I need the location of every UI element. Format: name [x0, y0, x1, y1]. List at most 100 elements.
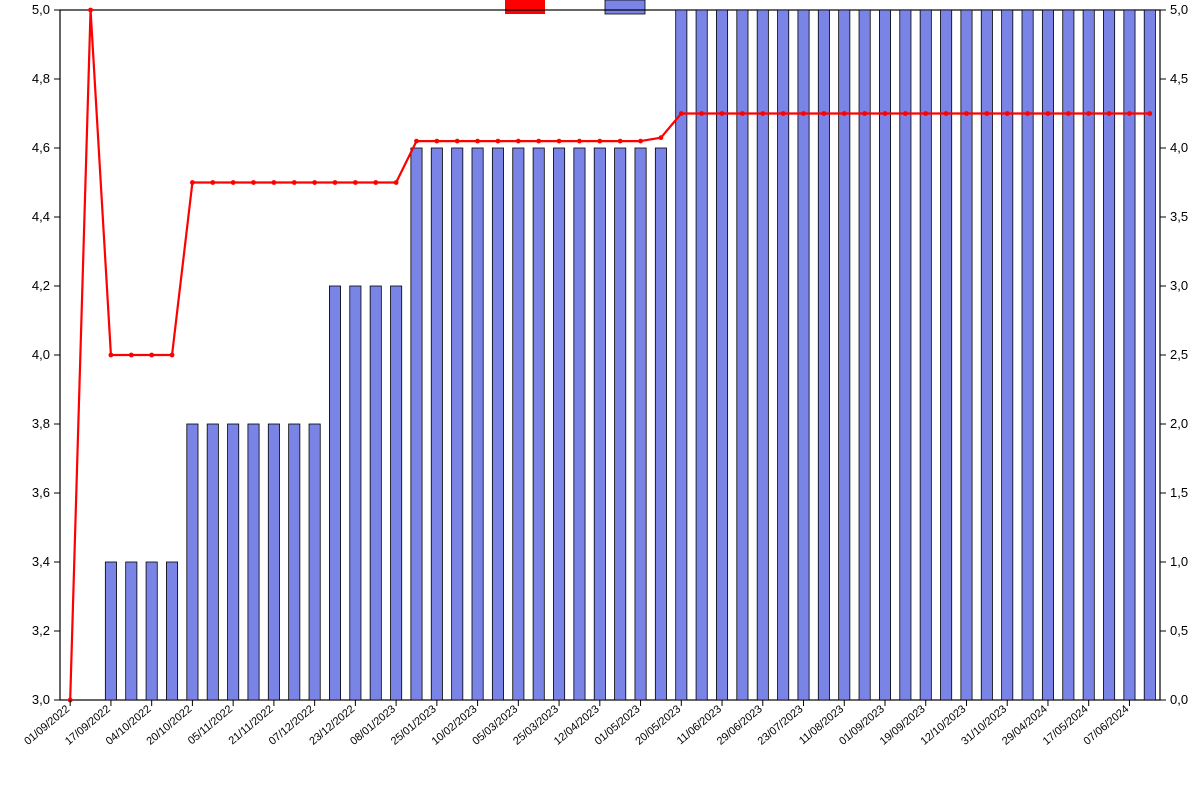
line-marker: [720, 111, 725, 116]
bar: [533, 148, 544, 700]
line-marker: [414, 139, 419, 144]
line-marker: [618, 139, 623, 144]
bar: [472, 148, 483, 700]
bar: [187, 424, 198, 700]
right-tick-label: 3,5: [1170, 209, 1188, 224]
line-marker: [984, 111, 989, 116]
line-marker: [190, 180, 195, 185]
line-marker: [801, 111, 806, 116]
chart-container: 3,0 3,2 3,4 3,6 3,8 4,0 4,2 4,4 4,6 4,8 5,0 0,0 0,5 1…: [0, 0, 1200, 800]
line-marker: [557, 139, 562, 144]
line-marker: [1107, 111, 1112, 116]
line-marker: [292, 180, 297, 185]
line-marker: [842, 111, 847, 116]
line-marker: [496, 139, 501, 144]
line-marker: [923, 111, 928, 116]
line-marker: [434, 139, 439, 144]
bar: [289, 424, 300, 700]
line-marker: [129, 353, 134, 358]
line-marker: [109, 353, 114, 358]
left-tick-label: 5,0: [32, 2, 50, 17]
line-marker: [394, 180, 399, 185]
line-marker: [353, 180, 358, 185]
line-marker: [516, 139, 521, 144]
line-marker: [271, 180, 276, 185]
legend-line-swatch: [505, 0, 545, 14]
line-marker: [597, 139, 602, 144]
line-marker: [1005, 111, 1010, 116]
line-marker: [1046, 111, 1051, 116]
left-tick-label: 4,8: [32, 71, 50, 86]
right-tick-label: 2,5: [1170, 347, 1188, 362]
bar: [594, 148, 605, 700]
line-marker: [862, 111, 867, 116]
left-tick-label: 3,0: [32, 692, 50, 707]
line-marker: [231, 180, 236, 185]
bar: [105, 562, 116, 700]
bar: [411, 148, 422, 700]
right-tick-label: 1,5: [1170, 485, 1188, 500]
bar: [370, 286, 381, 700]
bar: [146, 562, 157, 700]
left-tick-label: 3,8: [32, 416, 50, 431]
line-marker: [88, 8, 93, 13]
bar: [615, 148, 626, 700]
left-tick-label: 3,2: [32, 623, 50, 638]
bar: [492, 148, 503, 700]
bar: [553, 148, 564, 700]
line-marker: [455, 139, 460, 144]
line-marker: [781, 111, 786, 116]
bar: [166, 562, 177, 700]
line-marker: [679, 111, 684, 116]
combo-chart: 3,0 3,2 3,4 3,6 3,8 4,0 4,2 4,4 4,6 4,8 5,0 0,0 0,5 1…: [0, 0, 1200, 800]
line-marker: [638, 139, 643, 144]
line-marker: [903, 111, 908, 116]
line-marker: [1066, 111, 1071, 116]
right-tick-label: 4,0: [1170, 140, 1188, 155]
left-tick-label: 3,4: [32, 554, 50, 569]
line-marker: [251, 180, 256, 185]
bar: [452, 148, 463, 700]
left-tick-label: 3,6: [32, 485, 50, 500]
left-tick-label: 4,4: [32, 209, 50, 224]
bar: [207, 424, 218, 700]
right-tick-label: 2,0: [1170, 416, 1188, 431]
legend-bar-swatch: [605, 0, 645, 14]
right-tick-label: 5,0: [1170, 2, 1188, 17]
line-marker: [659, 135, 664, 140]
line-marker: [944, 111, 949, 116]
line-marker: [577, 139, 582, 144]
right-tick-label: 0,5: [1170, 623, 1188, 638]
bar: [248, 424, 259, 700]
line-marker: [475, 139, 480, 144]
right-tick-label: 4,5: [1170, 71, 1188, 86]
bar: [309, 424, 320, 700]
line-marker: [373, 180, 378, 185]
right-tick-label: 1,0: [1170, 554, 1188, 569]
line-marker: [740, 111, 745, 116]
line-marker: [1127, 111, 1132, 116]
line-marker: [1147, 111, 1152, 116]
bar: [391, 286, 402, 700]
line-marker: [170, 353, 175, 358]
line-marker: [964, 111, 969, 116]
bar: [655, 148, 666, 700]
left-tick-label: 4,2: [32, 278, 50, 293]
line-marker: [333, 180, 338, 185]
line-marker: [312, 180, 317, 185]
left-tick-label: 4,6: [32, 140, 50, 155]
bar: [350, 286, 361, 700]
bar: [635, 148, 646, 700]
bar: [574, 148, 585, 700]
line-marker: [760, 111, 765, 116]
bar: [126, 562, 137, 700]
line-marker: [149, 353, 154, 358]
bar: [268, 424, 279, 700]
right-tick-label: 3,0: [1170, 278, 1188, 293]
bar: [228, 424, 239, 700]
line-marker: [1025, 111, 1030, 116]
line-marker: [1086, 111, 1091, 116]
line-marker: [883, 111, 888, 116]
right-tick-label: 0,0: [1170, 692, 1188, 707]
left-tick-label: 4,0: [32, 347, 50, 362]
